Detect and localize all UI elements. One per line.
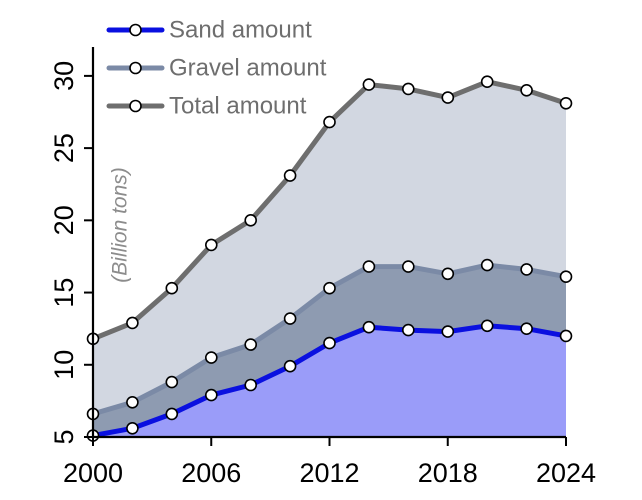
sand-amount-point <box>244 378 257 392</box>
total-amount-point <box>362 78 376 91</box>
sand-amount-point <box>520 322 533 336</box>
total-amount-point <box>480 75 494 88</box>
total-amount-point <box>126 316 139 330</box>
legend-item-total-amount: Total amount <box>106 93 307 120</box>
x-tick-label: 2024 <box>536 458 596 488</box>
sand-amount-point <box>283 359 297 373</box>
total-amount-point <box>165 281 179 295</box>
total-amount-point <box>244 214 257 227</box>
sand-amount-point <box>205 388 218 402</box>
legend-item-gravel-amount: Gravel amount <box>106 55 327 82</box>
legend-label: Sand amount <box>169 17 312 44</box>
y-tick-label: 30 <box>49 61 79 91</box>
sand-amount-point <box>441 325 455 338</box>
sand-amount-point <box>165 407 179 421</box>
total-amount-point <box>520 84 533 97</box>
gravel-amount-point <box>362 260 376 273</box>
gravel-amount-point <box>165 375 179 389</box>
y-tick-label: 10 <box>49 350 79 380</box>
y-tick-label: 15 <box>49 278 79 308</box>
gravel-amount-point <box>559 270 573 284</box>
gravel-amount-point <box>244 338 257 351</box>
legend-label: Total amount <box>169 93 307 120</box>
x-tick-label: 2006 <box>181 458 241 488</box>
total-amount-point <box>441 91 455 104</box>
axes <box>84 47 567 446</box>
y-axis-label: (Billion tons) <box>109 167 132 283</box>
sand-amount-point <box>480 319 494 333</box>
sand-amount-point <box>401 323 415 337</box>
sand-amount-area <box>93 325 566 437</box>
x-tick-label: 2000 <box>63 458 123 488</box>
gravel-amount-point <box>401 260 415 273</box>
total-amount-point <box>205 238 218 252</box>
total-amount-point <box>323 115 336 129</box>
legend-item-sand-amount: Sand amount <box>106 17 312 44</box>
sand-amount-point <box>323 336 336 350</box>
sand-amount-point <box>126 421 139 435</box>
gravel-amount-point <box>126 395 139 409</box>
gravel-amount-point <box>441 267 455 281</box>
gravel-amount-point <box>205 351 218 364</box>
gravel-amount-point <box>520 263 533 276</box>
sand-amount-point <box>362 320 376 334</box>
total-amount-point <box>283 169 297 182</box>
sand-amount-point <box>559 329 573 343</box>
y-tick-label: 5 <box>49 429 79 444</box>
legend-label: Gravel amount <box>169 55 327 82</box>
legend-marker <box>129 61 142 75</box>
y-tick-label: 20 <box>49 205 79 235</box>
legend-marker <box>129 23 142 37</box>
x-tick-label: 2012 <box>299 458 359 488</box>
y-tick-label: 25 <box>49 133 79 163</box>
legend: Sand amount Gravel amount Total amount <box>106 17 327 120</box>
total-amount-point <box>559 97 573 110</box>
total-amount-point <box>401 82 415 96</box>
gravel-amount-point <box>480 258 494 272</box>
legend-marker <box>129 99 142 113</box>
data-points <box>86 75 573 442</box>
x-tick-label: 2018 <box>418 458 478 488</box>
gravel-amount-point <box>323 281 336 295</box>
gravel-amount-point <box>283 312 297 325</box>
tick-labels: 5 10 15 20 25 30 2000 2006 2012 2018 2024 <box>49 61 596 488</box>
